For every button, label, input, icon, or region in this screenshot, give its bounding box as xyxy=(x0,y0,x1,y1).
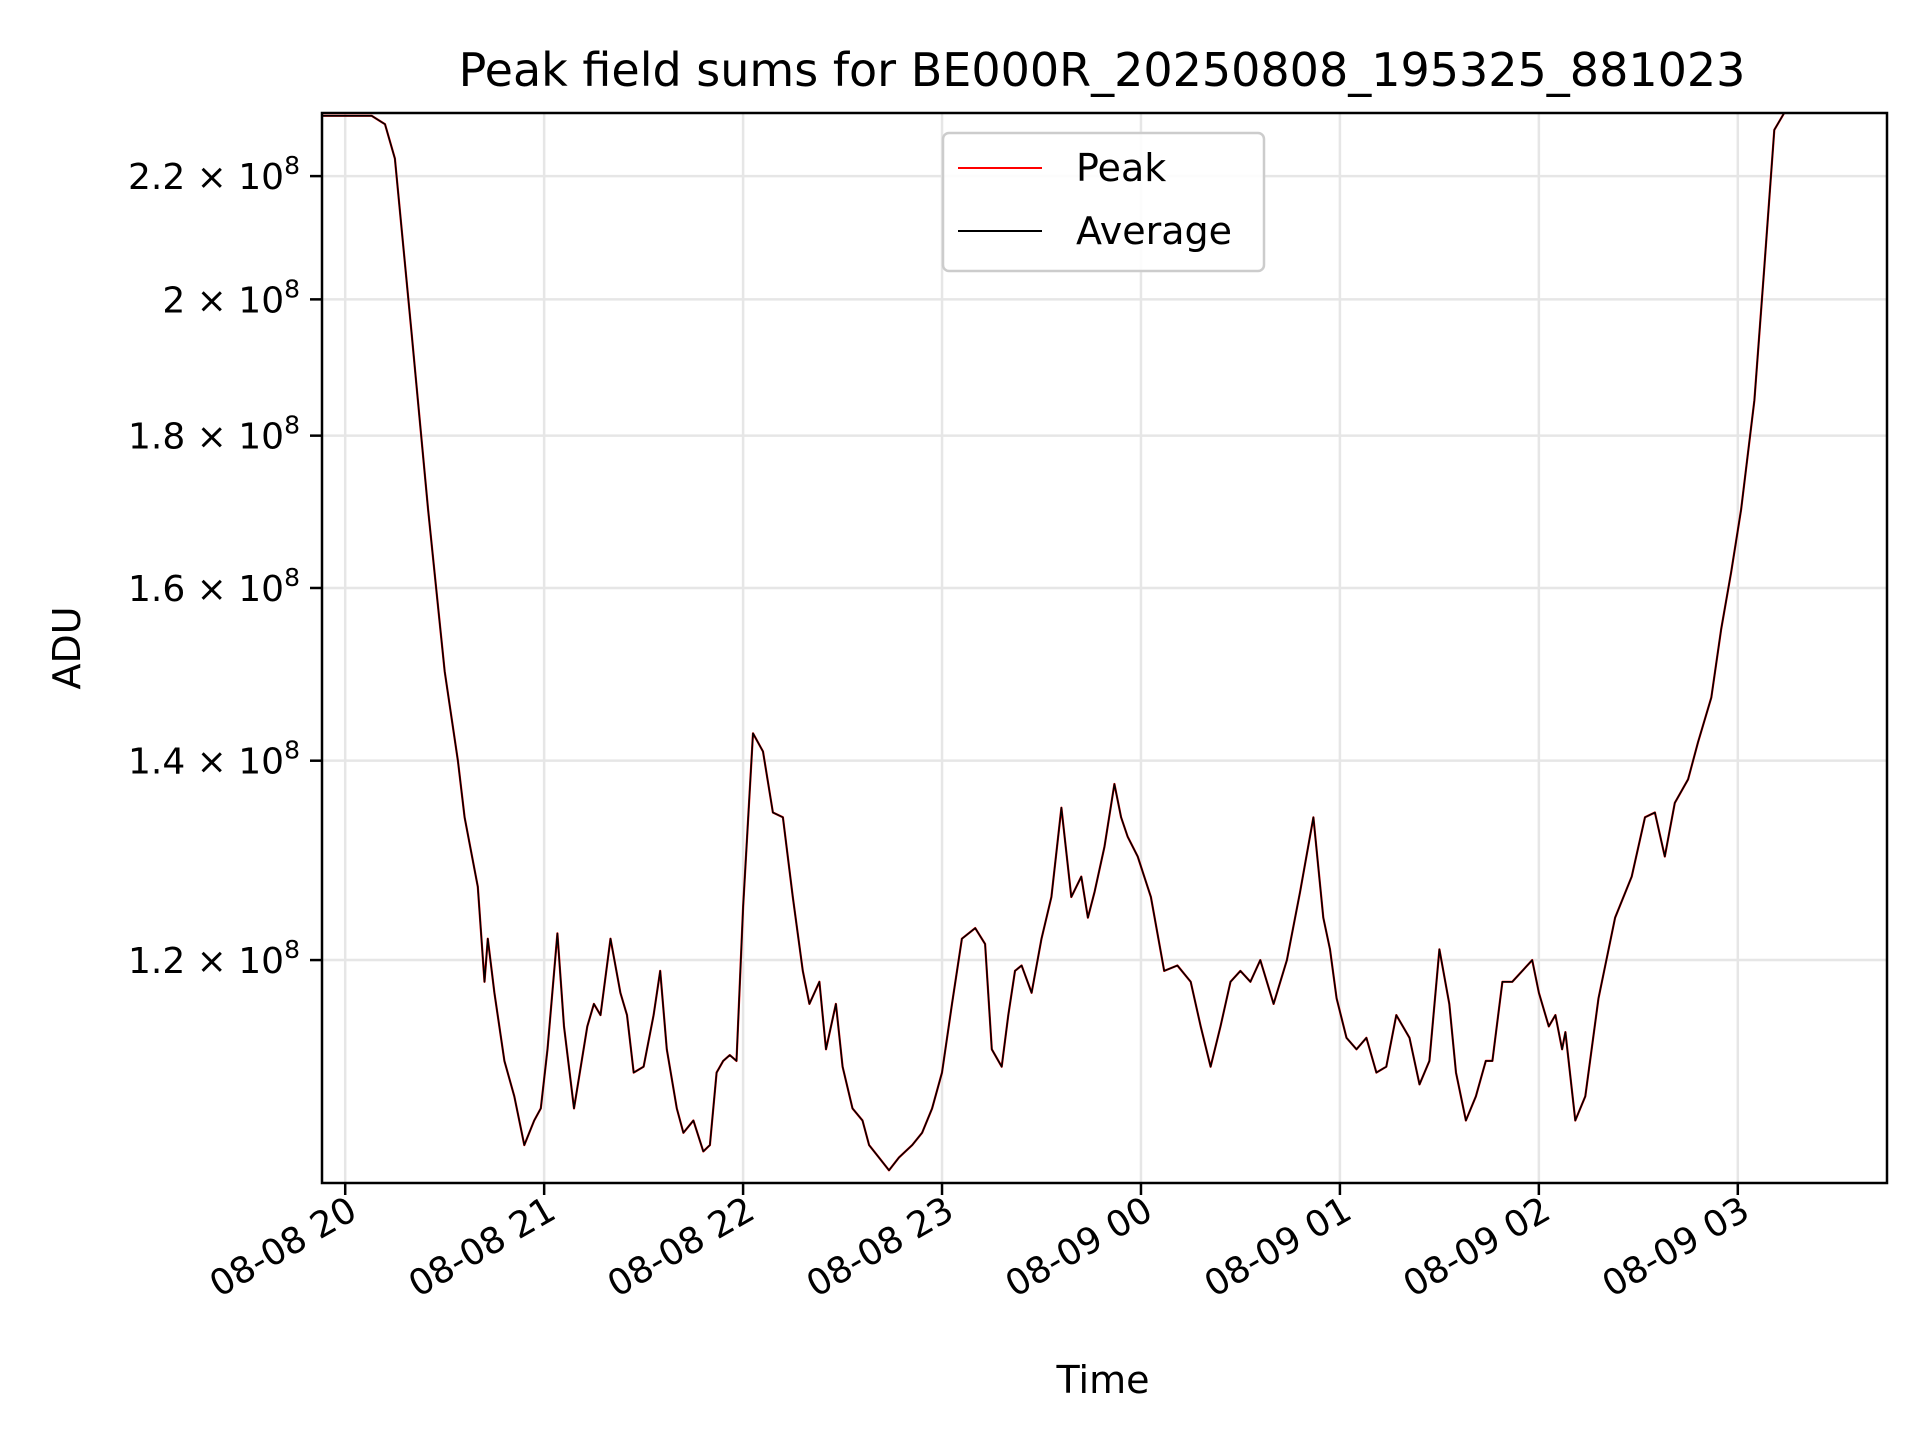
legend-label-peak: Peak xyxy=(1076,146,1166,190)
x-axis-label: Time xyxy=(1056,1358,1150,1402)
y-tick-label: 1.8 × 108 xyxy=(128,411,300,458)
series-line-average xyxy=(322,112,1785,1172)
plot-frame xyxy=(320,111,1889,1185)
y-axis-label: ADU xyxy=(45,606,89,689)
y-tick-label: 1.4 × 108 xyxy=(128,736,300,783)
chart-title: Peak field sums for BE000R_20250808_1953… xyxy=(459,43,1746,97)
legend: Peak Average xyxy=(941,131,1266,273)
legend-label-average: Average xyxy=(1076,209,1232,253)
y-tick-label: 1.6 × 108 xyxy=(128,563,300,610)
y-tick-label: 2 × 108 xyxy=(162,274,300,321)
y-tick-label: 2.2 × 108 xyxy=(128,151,300,198)
plot-series xyxy=(322,112,1786,1172)
y-axis-ticks: 1.2 × 108 1.4 × 108 1.6 × 108 1.8 × 108 2 × … xyxy=(128,151,322,982)
y-tick-label: 1.2 × 108 xyxy=(128,935,300,982)
